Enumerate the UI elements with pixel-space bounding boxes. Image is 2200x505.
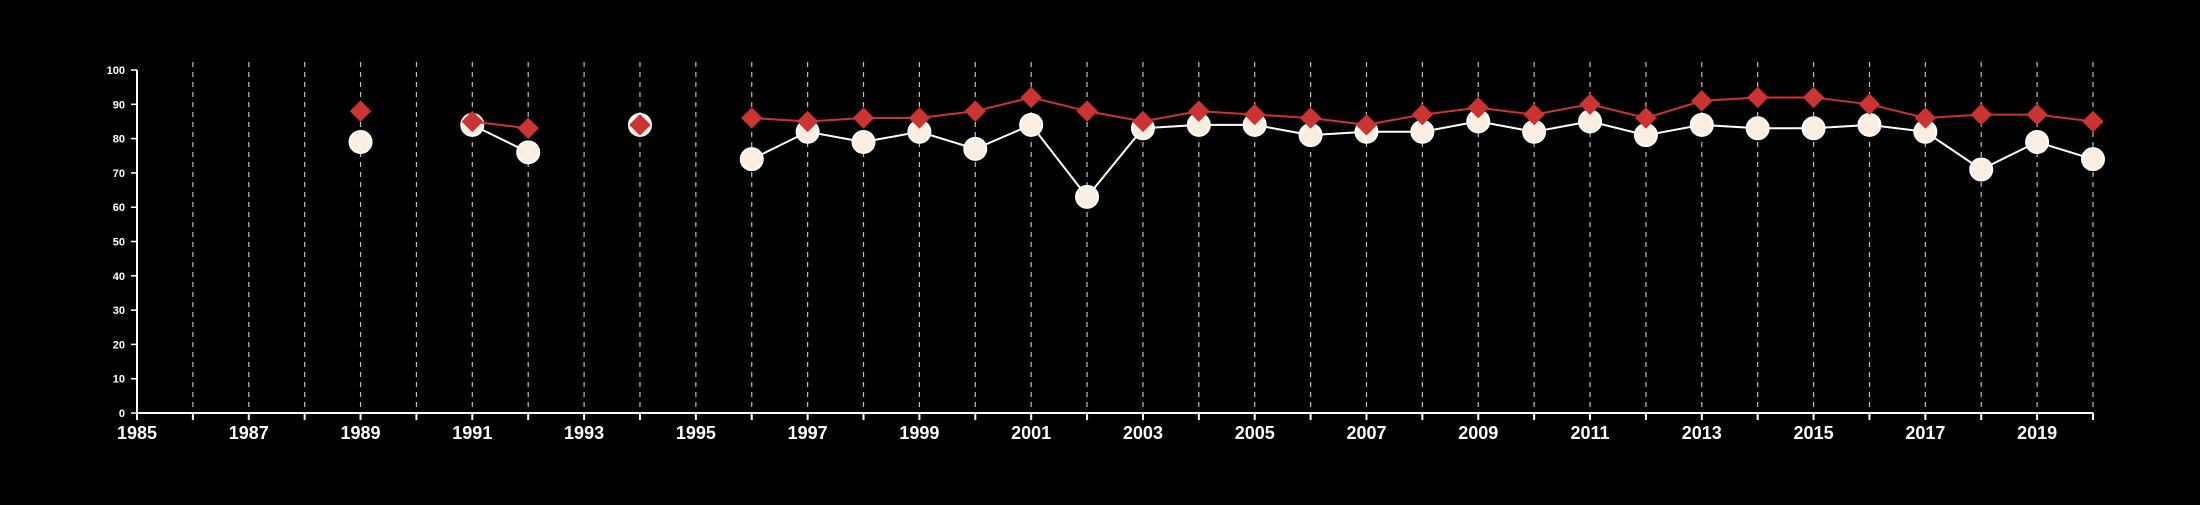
circle-point-2013 bbox=[1689, 112, 1714, 137]
x-tick-label: 1995 bbox=[676, 423, 716, 443]
x-tick-label: 1989 bbox=[341, 423, 381, 443]
diamond-point-2004 bbox=[1188, 100, 1210, 122]
y-tick-label: 100 bbox=[107, 65, 125, 77]
circle-point-1989 bbox=[348, 130, 373, 155]
x-tick-label: 1999 bbox=[899, 423, 939, 443]
diamond-point-2010 bbox=[1523, 103, 1545, 126]
x-tick-label: 2003 bbox=[1123, 423, 1163, 443]
x-tick-label: 1997 bbox=[788, 423, 828, 443]
series-layer bbox=[348, 86, 2105, 209]
y-tick-label: 80 bbox=[113, 134, 125, 146]
x-tick-label: 2011 bbox=[1570, 423, 1609, 443]
diamond-point-1997 bbox=[796, 110, 819, 133]
diamond-point-1989 bbox=[349, 100, 372, 122]
y-tick-label: 40 bbox=[113, 271, 125, 283]
circle-point-2001 bbox=[1019, 112, 1044, 137]
diamond-point-1999 bbox=[908, 107, 931, 129]
diamond-point-1992 bbox=[517, 117, 539, 140]
circle-point-2018 bbox=[1969, 157, 1994, 182]
x-tick-label: 2013 bbox=[1682, 423, 1722, 443]
circle-point-2014 bbox=[1745, 116, 1770, 141]
y-tick-label: 20 bbox=[113, 339, 125, 351]
diamond-point-2008 bbox=[1411, 103, 1434, 126]
x-tick-label: 2005 bbox=[1235, 423, 1275, 443]
x-tick-label: 1991 bbox=[452, 423, 492, 443]
circle-point-1998 bbox=[851, 130, 876, 155]
diamond-point-2015 bbox=[1802, 86, 1825, 109]
axis-layer: 1985 1987 1989 1991 1993 1995 1997 1999 2001 2003… bbox=[107, 65, 2094, 443]
diamond-point-2005 bbox=[1244, 103, 1266, 126]
y-tick-label: 70 bbox=[113, 168, 125, 180]
circle-point-2015 bbox=[1801, 116, 1826, 141]
grid-layer bbox=[192, 62, 2094, 413]
diamond-point-2000 bbox=[964, 100, 986, 122]
diamond-point-2019 bbox=[2026, 103, 2048, 126]
x-tick-label: 2019 bbox=[2017, 423, 2057, 443]
diamond-point-2016 bbox=[1858, 93, 1881, 116]
diamond-point-2002 bbox=[1076, 100, 1098, 122]
diamond-point-2012 bbox=[1635, 107, 1657, 129]
diamond-point-2001 bbox=[1020, 86, 1042, 109]
y-tick-label: 90 bbox=[113, 99, 125, 111]
diamond-point-1994 bbox=[629, 114, 651, 136]
diamond-point-1998 bbox=[852, 107, 875, 129]
y-tick-label: 50 bbox=[113, 237, 125, 249]
diamond-point-1991 bbox=[461, 110, 484, 133]
y-tick-label: 60 bbox=[113, 202, 125, 214]
diamond-point-2003 bbox=[1132, 110, 1154, 133]
diamond-point-2020 bbox=[2082, 110, 2104, 133]
x-tick-label: 1985 bbox=[117, 423, 157, 443]
x-tick-label: 2017 bbox=[1905, 423, 1945, 443]
diamond-point-2018 bbox=[1970, 103, 1992, 126]
diamond-point-2014 bbox=[1746, 86, 1769, 109]
circle-point-2016 bbox=[1857, 112, 1882, 137]
diamond-point-2009 bbox=[1467, 97, 1489, 119]
x-tick-label: 1987 bbox=[229, 423, 269, 443]
diamond-point-2011 bbox=[1579, 93, 1601, 116]
diamond-point-2007 bbox=[1355, 114, 1378, 136]
circle-point-1992 bbox=[516, 140, 541, 165]
diamond-point-2013 bbox=[1691, 90, 1713, 112]
x-tick-label: 2001 bbox=[1011, 423, 1051, 443]
y-tick-label: 0 bbox=[119, 408, 125, 420]
diamond-point-1996 bbox=[741, 107, 763, 129]
circle-point-2019 bbox=[2025, 130, 2050, 155]
circle-point-2020 bbox=[2081, 147, 2105, 172]
y-tick-label: 30 bbox=[113, 305, 125, 317]
x-tick-label: 2007 bbox=[1346, 423, 1386, 443]
diamond-point-2006 bbox=[1299, 107, 1322, 129]
circle-point-1996 bbox=[739, 147, 764, 172]
diamond-point-2017 bbox=[1914, 107, 1937, 129]
x-tick-label: 1993 bbox=[564, 423, 604, 443]
x-tick-label: 2009 bbox=[1458, 423, 1498, 443]
circle-point-2002 bbox=[1075, 184, 1100, 209]
circle-point-2000 bbox=[963, 136, 988, 161]
y-tick-label: 10 bbox=[113, 374, 125, 386]
x-tick-label: 2015 bbox=[1794, 423, 1834, 443]
